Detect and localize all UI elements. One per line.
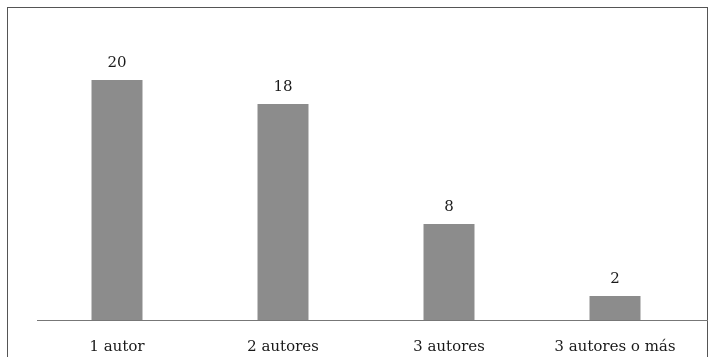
bar-2 xyxy=(257,104,309,320)
x-tick-label-3: 3 autores xyxy=(413,337,485,355)
data-labels: 20 18 8 2 xyxy=(107,53,619,287)
bar-1 xyxy=(91,80,143,320)
chart-frame xyxy=(7,7,708,357)
data-label-3: 8 xyxy=(444,197,454,215)
bars xyxy=(91,80,641,320)
data-label-2: 18 xyxy=(273,77,292,95)
data-label-4: 2 xyxy=(610,269,620,287)
data-label-1: 20 xyxy=(107,53,126,71)
x-axis-tick-labels: 1 autor 2 autores 3 autores 3 autores o más xyxy=(89,337,675,355)
x-tick-label-2: 2 autores xyxy=(247,337,319,355)
x-tick-label-1: 1 autor xyxy=(89,337,145,355)
x-tick-label-4: 3 autores o más xyxy=(554,337,675,355)
bar-4 xyxy=(589,296,641,320)
bar-3 xyxy=(423,224,475,320)
